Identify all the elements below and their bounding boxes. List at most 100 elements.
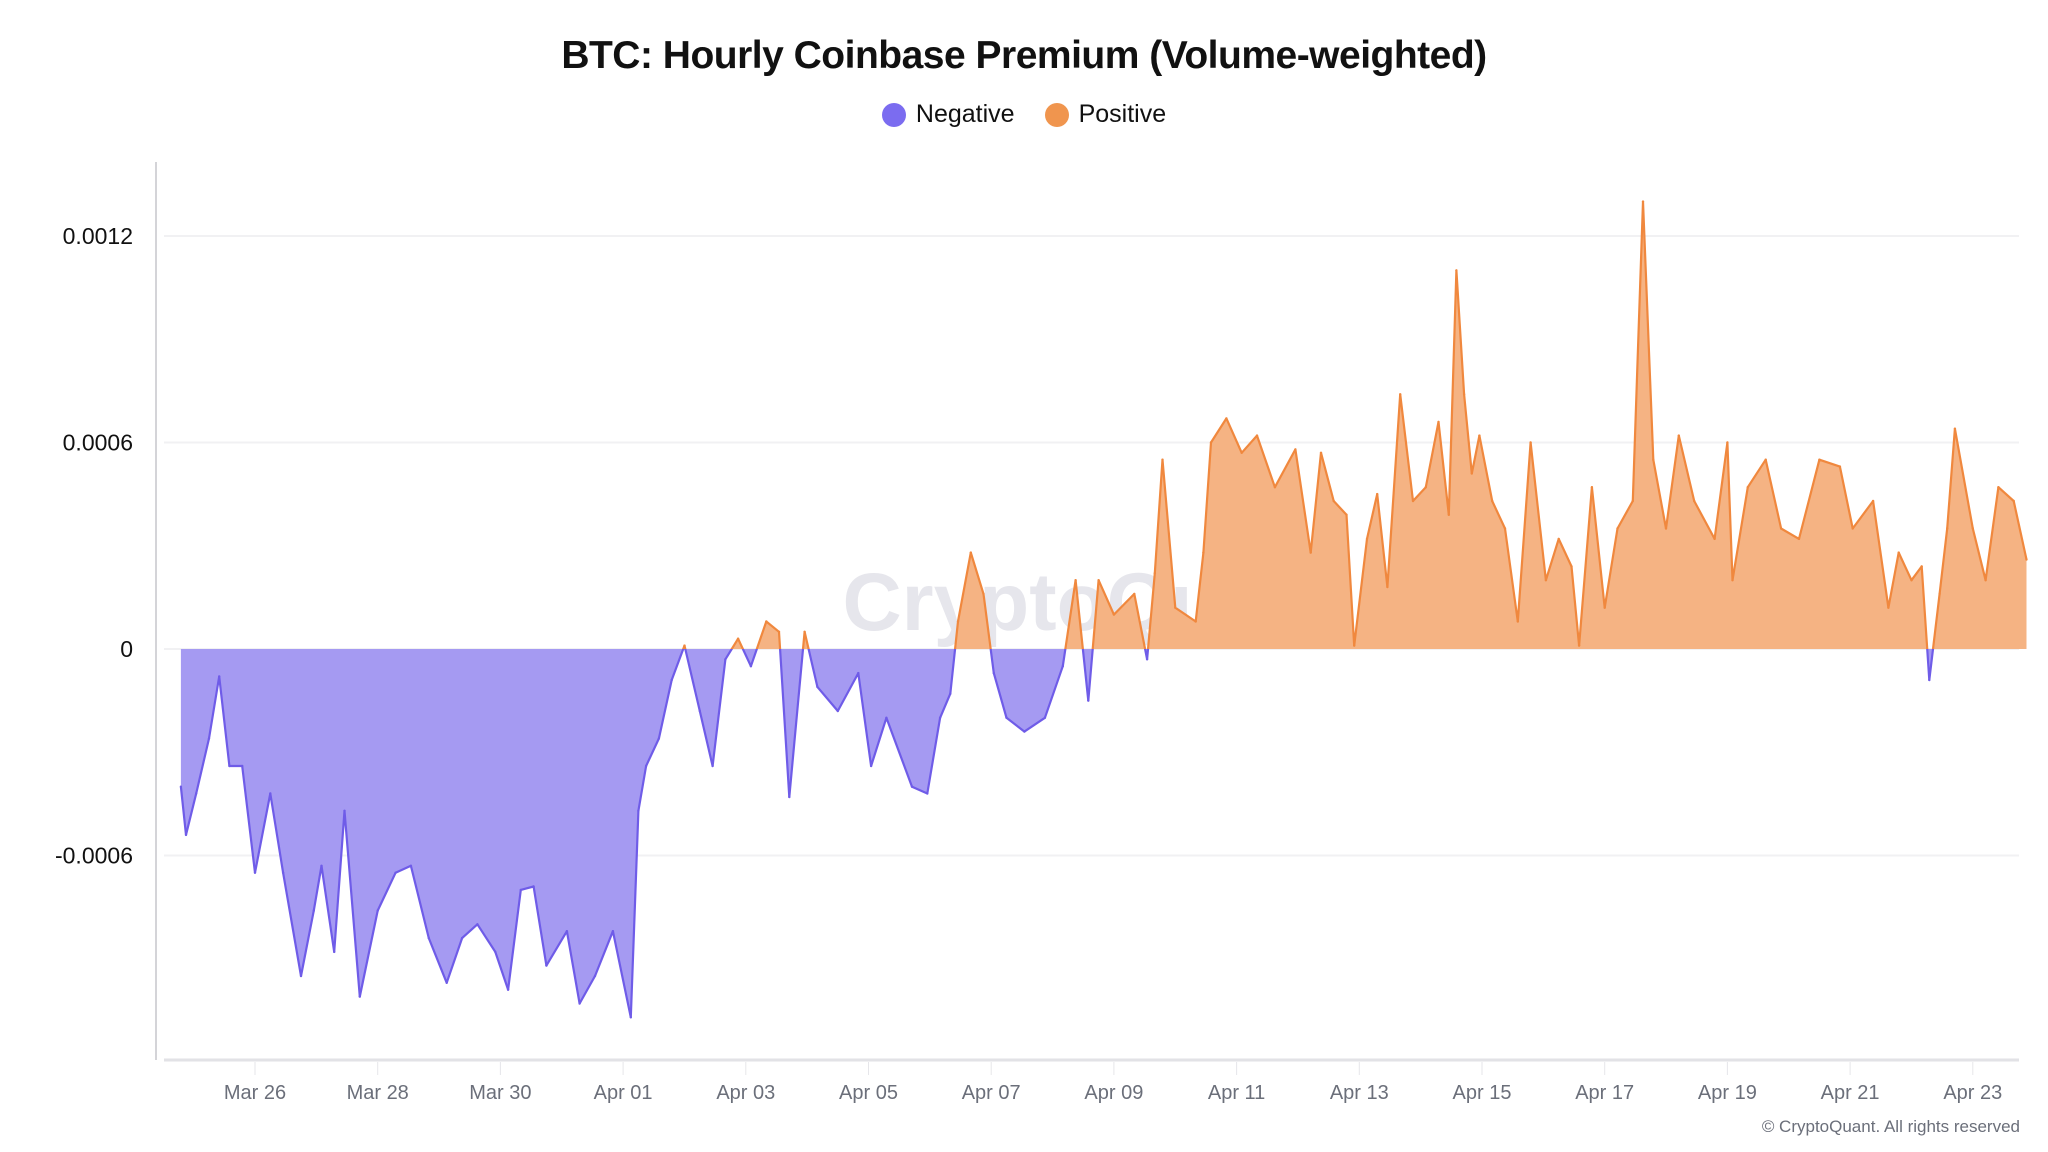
x-tick-label: Apr 03 [716,1082,775,1104]
data-point [1938,592,1941,596]
x-tick-label: Mar 28 [347,1082,409,1104]
data-point [992,671,995,675]
data-point [749,665,753,668]
x-tick-label: Apr 09 [1084,1082,1143,1104]
data-point [1153,572,1157,575]
data-point [1202,551,1205,554]
data-point [1437,420,1440,424]
data-point [1946,527,1949,530]
x-tick-label: Apr 07 [962,1082,1021,1104]
data-point [1897,551,1900,554]
positive-area [180,201,2027,649]
x-tick-label: Apr 13 [1330,1082,1389,1104]
data-point [409,864,413,867]
x-tick-label: Apr 19 [1698,1082,1757,1104]
data-point [1887,606,1890,609]
data-point [506,988,510,991]
data-point [1005,716,1008,719]
legend-item-positive[interactable]: Positive [1044,100,1167,129]
data-point [1462,393,1466,396]
data-point [1928,678,1931,682]
data-point [736,637,740,640]
data-point [320,864,323,867]
legend: Negative Positive [0,100,2048,129]
data-point [218,675,221,678]
data-point [949,692,952,695]
data-point [2025,558,2028,561]
x-tick-label: Apr 15 [1453,1082,1512,1104]
data-point [427,936,430,940]
data-point [1953,427,1957,430]
data-point [1043,716,1047,719]
y-tick-label: 0.0006 [63,430,133,456]
data-point [885,716,888,719]
data-point [1255,434,1259,437]
data-point [1910,579,1913,582]
data-point [1424,486,1428,489]
data-point [777,630,781,633]
data-point [593,974,597,978]
data-point [1516,620,1520,623]
data-point [445,981,448,984]
data-point [1971,527,1975,530]
data-point [857,671,860,675]
x-tick-label: Apr 11 [1208,1082,1265,1104]
data-point [184,833,188,837]
data-point [333,950,336,954]
data-point [1557,537,1560,541]
legend-label-positive: Positive [1078,100,1167,128]
y-axis: 0.0012 0.0006 0 -0.0006 [55,223,133,869]
data-point [1365,537,1369,541]
data-point [969,551,972,554]
data-point [1616,527,1619,530]
data-point [299,974,303,978]
data-point [1731,579,1734,582]
data-point [1693,499,1696,503]
data-point [938,716,942,719]
data-point [494,950,497,954]
data-point [195,792,198,795]
data-point [1631,499,1635,503]
data-point [1529,441,1532,444]
data-point [1447,513,1451,516]
data-point [869,764,873,768]
y-tick-label: 0 [120,636,133,662]
data-point [1920,565,1923,568]
data-point [376,909,379,912]
data-point [1240,451,1243,454]
data-point [1194,620,1197,623]
data-point [394,871,397,874]
data-point [1332,499,1335,503]
x-axis: Mar 26 Mar 28 Mar 30 Apr 01 Apr 03 Apr 05 Apr … [224,1062,2002,1104]
negative-area [180,649,2027,1018]
x-tick-label: Apr 17 [1575,1082,1634,1104]
data-point [1871,499,1875,503]
data-point [1478,434,1481,437]
data-point [1087,699,1090,702]
data-point [910,785,914,788]
data-point [1491,499,1494,503]
data-point [1997,486,2000,489]
data-point [1061,665,1065,668]
data-point [637,809,640,812]
legend-label-negative: Negative [915,100,1015,128]
chart-title: BTC: Hourly Coinbase Premium (Volume-wei… [561,34,1487,77]
data-point [1797,537,1801,541]
data-point [765,620,768,623]
data-point [343,809,346,812]
data-point [1112,613,1116,616]
data-point [724,658,727,661]
x-tick-label: Apr 21 [1821,1082,1880,1104]
legend-item-negative[interactable]: Negative [881,100,1015,129]
data-point [1345,513,1348,516]
data-point [269,792,272,795]
data-point [1411,499,1415,503]
data-point [1319,451,1323,454]
y-tick-label: -0.0006 [55,843,133,869]
data-point [926,792,929,795]
data-point [545,964,548,967]
data-point [1984,579,1987,582]
data-point [657,737,661,740]
data-point [1023,730,1026,733]
